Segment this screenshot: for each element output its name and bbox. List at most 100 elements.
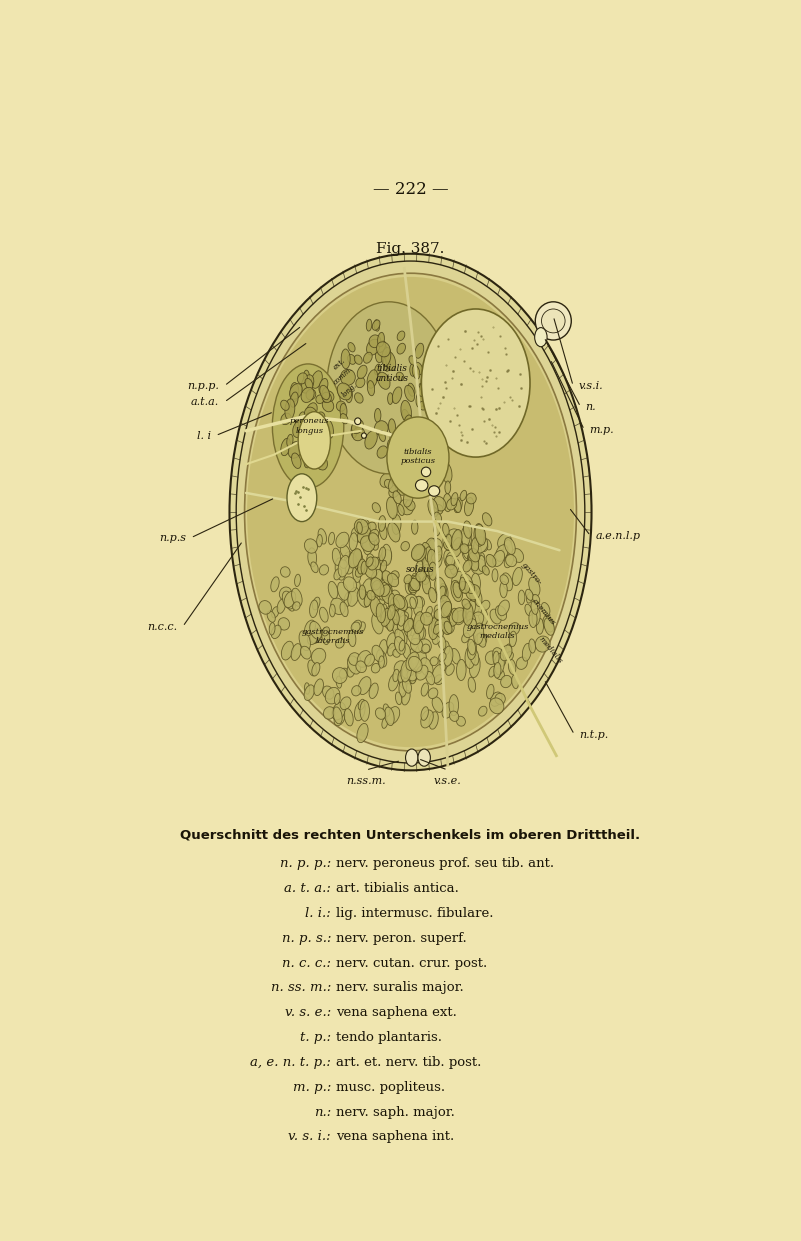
Text: long.: long. [340,381,359,398]
Ellipse shape [375,408,381,422]
Ellipse shape [354,519,368,535]
Ellipse shape [405,386,415,402]
Ellipse shape [412,544,425,560]
Ellipse shape [277,599,286,613]
Ellipse shape [304,620,316,635]
Text: ext.: ext. [332,356,347,371]
Ellipse shape [405,607,412,622]
Ellipse shape [422,542,430,555]
Ellipse shape [292,588,302,607]
Ellipse shape [394,660,408,675]
Ellipse shape [445,482,451,494]
Text: v.s.e.: v.s.e. [434,776,461,786]
Ellipse shape [392,515,401,535]
Ellipse shape [475,633,487,645]
Text: comm.: comm. [332,365,355,386]
Ellipse shape [513,567,522,586]
Text: a. t. a.:: a. t. a.: [284,882,331,895]
Ellipse shape [390,432,399,450]
Ellipse shape [415,362,423,375]
Ellipse shape [402,690,410,705]
Ellipse shape [390,599,402,618]
Ellipse shape [236,261,585,763]
Ellipse shape [314,679,324,695]
Ellipse shape [392,609,402,620]
Text: art. et. nerv. tib. post.: art. et. nerv. tib. post. [336,1056,481,1069]
Text: n.p.s: n.p.s [159,532,186,542]
Ellipse shape [348,630,356,647]
Ellipse shape [470,544,481,563]
Ellipse shape [379,655,384,668]
Ellipse shape [404,575,412,583]
Ellipse shape [429,711,438,730]
Ellipse shape [367,339,380,355]
Ellipse shape [396,692,402,705]
Ellipse shape [446,556,455,566]
Ellipse shape [490,692,502,706]
Ellipse shape [307,441,313,453]
Ellipse shape [497,601,509,616]
Ellipse shape [402,668,417,684]
Ellipse shape [421,706,429,720]
Ellipse shape [453,536,460,546]
Ellipse shape [407,628,420,645]
Ellipse shape [344,577,356,592]
Ellipse shape [396,596,408,611]
Ellipse shape [388,474,401,493]
Ellipse shape [454,498,462,513]
Text: nerv. peron. superf.: nerv. peron. superf. [336,932,467,944]
Ellipse shape [478,607,488,624]
Ellipse shape [481,601,490,611]
Ellipse shape [340,697,351,710]
Ellipse shape [438,586,445,598]
Ellipse shape [356,377,365,387]
Ellipse shape [287,434,293,447]
Ellipse shape [366,557,373,567]
Ellipse shape [297,372,308,383]
Ellipse shape [406,664,414,675]
Ellipse shape [422,575,430,585]
Ellipse shape [532,608,540,625]
Ellipse shape [472,537,479,553]
Ellipse shape [348,587,359,607]
Ellipse shape [410,364,416,376]
Ellipse shape [544,618,554,635]
Ellipse shape [412,545,426,561]
Ellipse shape [382,571,392,585]
Ellipse shape [282,591,294,609]
Ellipse shape [410,669,417,684]
Ellipse shape [320,565,328,575]
Ellipse shape [398,676,407,689]
Ellipse shape [368,557,379,570]
Ellipse shape [331,598,345,614]
Ellipse shape [413,627,426,644]
Text: vena saphena ext.: vena saphena ext. [336,1006,457,1019]
Ellipse shape [405,750,418,766]
Ellipse shape [318,529,327,544]
Ellipse shape [380,550,392,566]
Ellipse shape [465,498,473,516]
Ellipse shape [371,578,384,596]
Ellipse shape [440,596,452,617]
Ellipse shape [387,496,397,519]
Ellipse shape [340,668,348,679]
Ellipse shape [509,659,516,675]
Ellipse shape [344,553,356,575]
Ellipse shape [382,717,388,728]
Ellipse shape [314,434,322,449]
Ellipse shape [445,664,454,675]
Ellipse shape [434,521,441,536]
Ellipse shape [344,709,353,726]
Ellipse shape [312,648,326,664]
Ellipse shape [280,567,290,577]
Ellipse shape [397,608,405,627]
Ellipse shape [296,416,305,431]
Ellipse shape [396,609,404,622]
Ellipse shape [352,427,364,441]
Ellipse shape [469,585,477,602]
Ellipse shape [452,530,462,550]
Ellipse shape [404,619,412,637]
Ellipse shape [419,401,427,410]
Ellipse shape [418,426,433,443]
Ellipse shape [407,670,417,681]
